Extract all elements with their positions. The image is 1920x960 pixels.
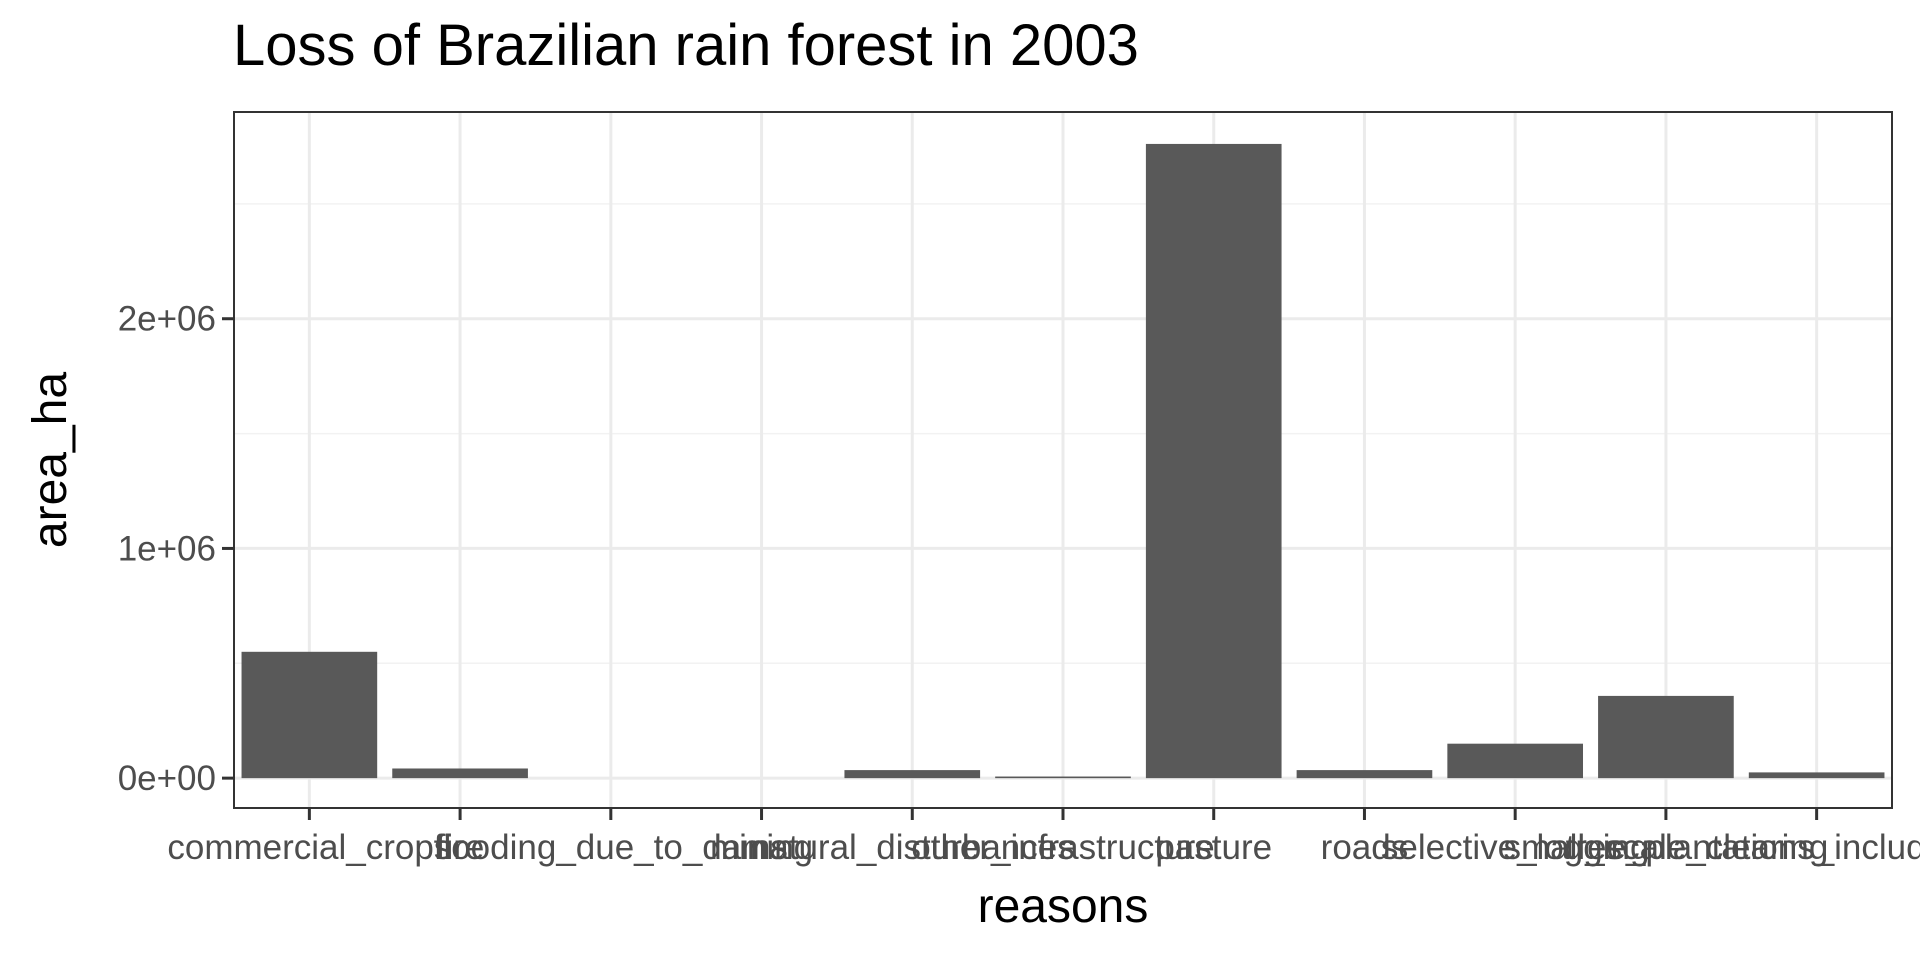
bar-natural-disturbances — [844, 770, 981, 779]
bar-commercial-crops — [241, 651, 378, 779]
bar-roads — [1296, 770, 1433, 779]
y-tick-label: 2e+06 — [118, 300, 216, 339]
axes: 0e+00 1e+06 2e+06 commercial_cropsfireflood… — [118, 300, 1920, 867]
bar-fire — [392, 768, 528, 779]
x-tick-label: tree_plantations_including_palm — [1566, 828, 1920, 867]
chart-title: Loss of Brazilian rain forest in 2003 — [233, 13, 1139, 78]
x-tick-label: pasture — [1155, 828, 1272, 867]
x-tick-label: small_scale_clearing — [1503, 828, 1828, 867]
bar-pasture — [1145, 143, 1282, 779]
x-tick-label: natural_disturbances — [750, 828, 1075, 867]
x-axis-title: reasons — [978, 880, 1149, 933]
y-tick-label: 1e+06 — [118, 529, 216, 568]
x-tick-label: selective_logging — [1381, 828, 1650, 867]
bar-selective-logging — [1447, 743, 1584, 779]
x-tick-label: mining — [710, 828, 813, 867]
y-axis-title: area_ha — [24, 372, 77, 548]
bar-small-scale-clearing — [1598, 695, 1734, 779]
grid-lines — [234, 112, 1892, 808]
x-tick-label: roads — [1321, 828, 1409, 867]
x-tick-label: fire — [436, 828, 485, 867]
y-tick-label: 0e+00 — [118, 759, 216, 798]
bars — [241, 143, 1885, 779]
x-tick-label: flooding_due_to_dams — [434, 828, 788, 867]
x-tick-label: other_infrastructure — [911, 828, 1214, 867]
x-tick-label: commercial_crops — [167, 828, 451, 867]
bar-other-infrastructure — [995, 776, 1131, 779]
bar-tree-plantations-including-palm — [1748, 772, 1885, 779]
